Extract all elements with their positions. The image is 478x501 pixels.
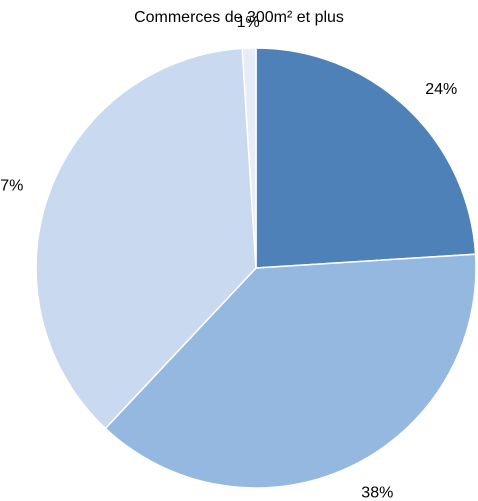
pie-slice-2 <box>104 253 477 489</box>
pie-slice-label-3: 37% <box>0 177 23 194</box>
pie-labels: 24% 38% 37% 1% <box>0 14 457 501</box>
pie-slice-4 <box>241 47 257 269</box>
chart-title: Commerces de 300m² et plus <box>134 9 344 26</box>
pie-slice-label-4: 1% <box>237 14 260 31</box>
pie-slice-label-1: 24% <box>425 81 457 98</box>
pie-slice-label-2: 38% <box>361 485 393 501</box>
pie-slice-3 <box>35 47 257 430</box>
pie-slice-1 <box>255 47 477 269</box>
pie-slices <box>35 47 477 489</box>
